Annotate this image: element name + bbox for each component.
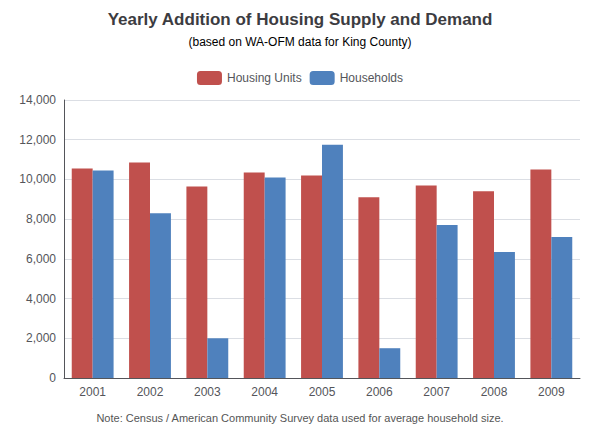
svg-text:12,000: 12,000 xyxy=(19,133,56,147)
svg-text:Housing Units: Housing Units xyxy=(227,71,302,85)
svg-text:2007: 2007 xyxy=(423,385,450,399)
svg-text:0: 0 xyxy=(49,371,56,385)
svg-text:Yearly Addition of Housing Sup: Yearly Addition of Housing Supply and De… xyxy=(108,10,493,29)
svg-text:2008: 2008 xyxy=(481,385,508,399)
svg-text:4,000: 4,000 xyxy=(26,292,56,306)
svg-text:(based on WA-OFM data for King: (based on WA-OFM data for King County) xyxy=(189,35,412,49)
svg-text:2001: 2001 xyxy=(79,385,106,399)
svg-text:10,000: 10,000 xyxy=(19,172,56,186)
svg-text:2009: 2009 xyxy=(538,385,565,399)
svg-text:Households: Households xyxy=(340,71,403,85)
svg-text:2,000: 2,000 xyxy=(26,331,56,345)
svg-text:2003: 2003 xyxy=(194,385,221,399)
svg-text:2004: 2004 xyxy=(251,385,278,399)
svg-text:6,000: 6,000 xyxy=(26,252,56,266)
svg-text:2002: 2002 xyxy=(137,385,164,399)
svg-text:2005: 2005 xyxy=(309,385,336,399)
svg-text:Note: Census / American Commun: Note: Census / American Community Survey… xyxy=(96,412,503,424)
svg-text:8,000: 8,000 xyxy=(26,212,56,226)
svg-text:14,000: 14,000 xyxy=(19,93,56,107)
svg-text:2006: 2006 xyxy=(366,385,393,399)
